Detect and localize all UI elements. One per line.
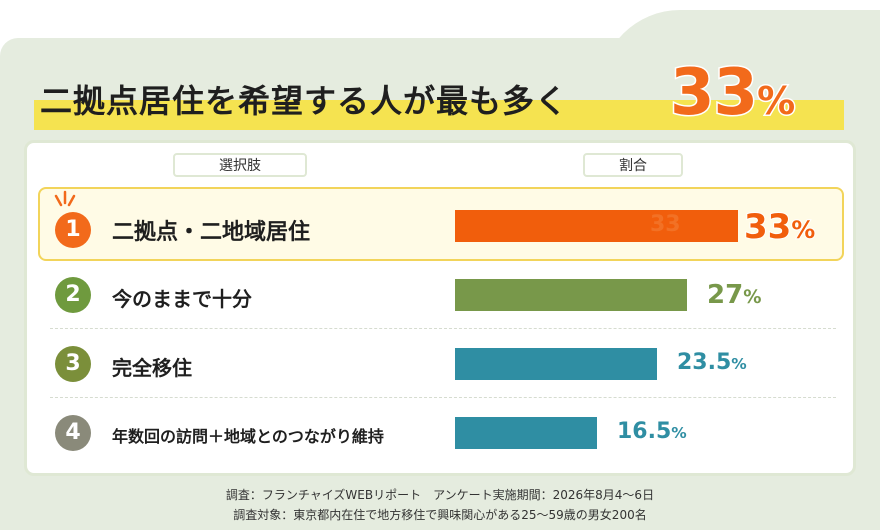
value-unit: % — [790, 215, 816, 245]
bar — [455, 279, 687, 311]
value-unit: % — [730, 354, 747, 374]
value-number: 16.5 — [616, 418, 672, 445]
column-header-ratio: 割合 — [583, 153, 683, 177]
category-label: 完全移住 — [112, 356, 192, 380]
headline-highlight — [34, 100, 844, 130]
rank-badge: 2 — [55, 277, 91, 313]
category-label: 今のままで十分 — [112, 287, 252, 311]
rank-badge: 4 — [55, 415, 91, 451]
bar — [455, 210, 738, 242]
headline-text: 二拠点居住を希望する人が最も多く — [40, 82, 569, 120]
category-label: 年数回の訪問＋地域とのつながり維持 — [112, 427, 384, 446]
rank-badge: 3 — [55, 346, 91, 382]
footnote-survey: 調査：フランチャイズWEBリポート アンケート実施期間：2026年8月4〜6日 — [225, 488, 655, 502]
row-divider — [50, 397, 836, 398]
rank-badge: 1 — [55, 212, 91, 248]
value-label: 33% — [743, 206, 816, 248]
value-label: 23.5% — [676, 349, 748, 376]
emphasis-burst-icon — [54, 190, 76, 207]
category-label: 二拠点・二地域居住 — [112, 220, 311, 245]
headline: 二拠点居住を希望する人が最も多く 33% — [30, 54, 850, 134]
headline-percent: 33% — [668, 55, 797, 132]
value-label: 16.5% — [616, 418, 688, 445]
value-number: 23.5 — [676, 349, 732, 376]
value-number: 33 — [743, 206, 792, 248]
bar-ghost-value: 33 — [650, 212, 681, 237]
footnote-target: 調査対象：東京都内在住で地方移住で興味関心がある25〜59歳の男女200名 — [233, 508, 647, 522]
row-divider — [50, 328, 836, 329]
value-unit: % — [742, 286, 762, 309]
headline-percent-number: 33 — [668, 55, 759, 132]
value-unit: % — [670, 423, 687, 443]
bar — [455, 348, 657, 380]
column-header-choice: 選択肢 — [173, 153, 307, 177]
bar — [455, 417, 597, 449]
headline-percent-unit: % — [756, 78, 797, 125]
value-number: 27 — [706, 279, 744, 311]
value-label: 27% — [706, 279, 762, 311]
